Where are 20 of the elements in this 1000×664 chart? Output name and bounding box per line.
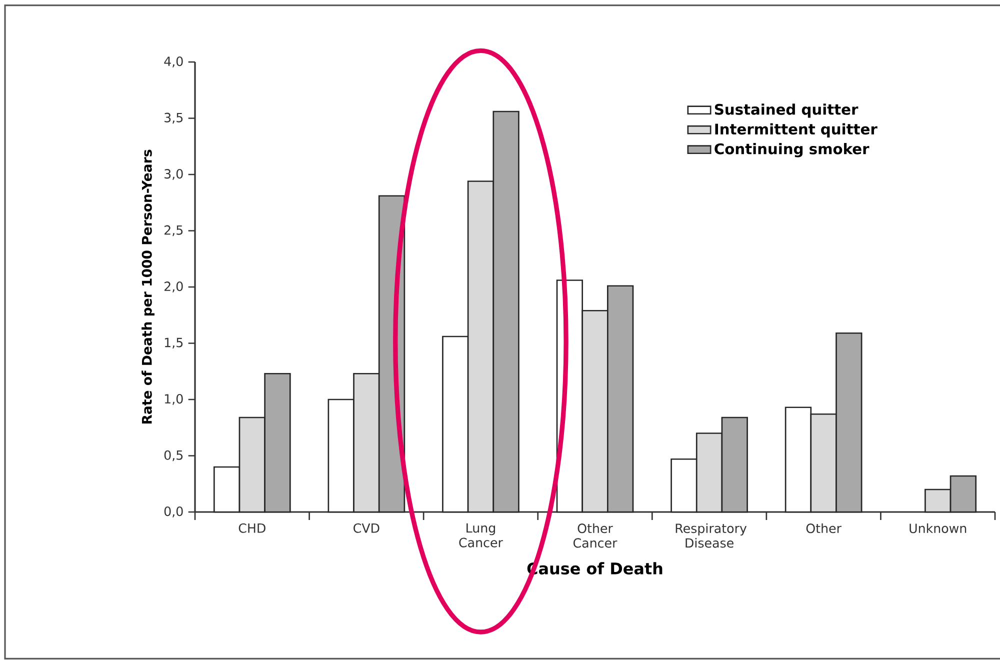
x-tick-label: CHD [238, 523, 266, 533]
y-tick-label: 1,0 [164, 394, 183, 405]
legend-label: Continuing smoker [714, 143, 870, 158]
y-tick-label: 0,0 [164, 506, 183, 518]
y-tick-label: 2,0 [164, 282, 183, 292]
y-axis-title: Rate of Death per 1000 Person-Years [142, 150, 154, 424]
y-tick-label: 1,5 [164, 338, 183, 349]
x-tick-label: CVD [354, 523, 380, 533]
y-tick-label: 3,0 [164, 169, 183, 180]
legend-label: Sustained quitter [714, 104, 858, 118]
x-tick-label: Lung Cancer [459, 523, 503, 548]
legend-label: Intermittent quitter [715, 123, 878, 138]
y-tick-label: 0,5 [164, 450, 183, 462]
y-tick-label: 4,0 [164, 56, 183, 68]
x-tick-label: Other [806, 523, 842, 534]
x-tick-label: Respiratory Disease [676, 523, 747, 548]
y-tick-label: 3,5 [164, 112, 183, 124]
x-tick-label: Unknown [910, 523, 966, 534]
y-tick-label: 2,5 [164, 225, 183, 236]
x-tick-label: Other Cancer [574, 523, 618, 548]
